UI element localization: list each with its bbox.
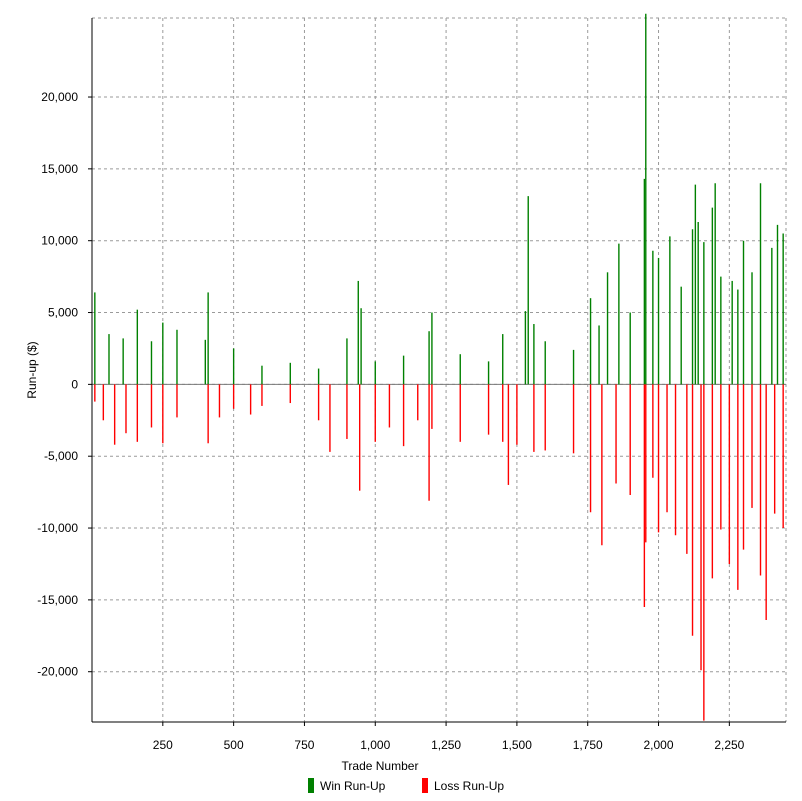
x-tick-label: 1,750 bbox=[573, 738, 603, 752]
legend-swatch-loss bbox=[422, 778, 428, 793]
y-tick-label: -20,000 bbox=[37, 665, 78, 679]
legend-label-win: Win Run-Up bbox=[320, 779, 386, 793]
y-tick-label: -5,000 bbox=[44, 449, 78, 463]
x-tick-label: 1,250 bbox=[431, 738, 461, 752]
bars bbox=[94, 13, 784, 721]
x-tick-label: 1,500 bbox=[502, 738, 532, 752]
x-tick-label: 2,000 bbox=[644, 738, 674, 752]
y-tick-label: 5,000 bbox=[48, 306, 78, 320]
x-axis-title: Trade Number bbox=[342, 759, 419, 773]
y-tick-label: 20,000 bbox=[41, 90, 78, 104]
legend-swatch-win bbox=[308, 778, 314, 793]
x-tick-label: 1,000 bbox=[360, 738, 390, 752]
x-tick-label: 2,250 bbox=[714, 738, 744, 752]
x-tick-label: 500 bbox=[224, 738, 244, 752]
y-axis-title: Run-up ($) bbox=[25, 341, 39, 398]
x-tick-label: 750 bbox=[294, 738, 314, 752]
axes bbox=[91, 18, 786, 723]
x-tick-label: 250 bbox=[153, 738, 173, 752]
y-tick-label: -10,000 bbox=[37, 521, 78, 535]
legend-label-loss: Loss Run-Up bbox=[434, 779, 504, 793]
legend: Win Run-Up Loss Run-Up bbox=[308, 778, 504, 793]
y-tick-label: 10,000 bbox=[41, 234, 78, 248]
y-tick-label: 15,000 bbox=[41, 162, 78, 176]
tick-labels: 250 500 750 1,000 1,250 1,500 1,750 2,000 2,250 -… bbox=[37, 90, 744, 752]
y-tick-label: 0 bbox=[71, 377, 78, 391]
gridlines bbox=[92, 17, 787, 722]
y-tick-label: -15,000 bbox=[37, 593, 78, 607]
